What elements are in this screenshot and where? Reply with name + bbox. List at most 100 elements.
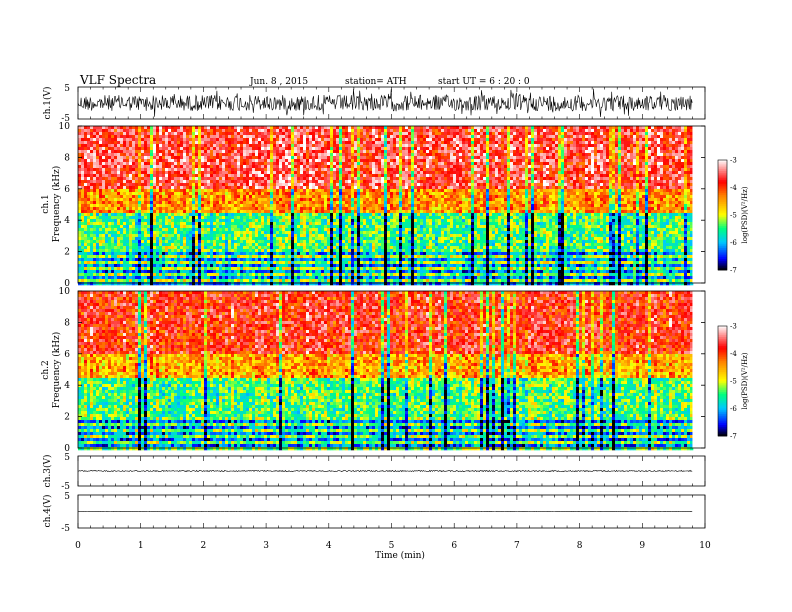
ch1-colorbar-segment [718,189,727,192]
ch2-colorbar-segment [718,351,727,354]
ch1-colorbar-segment [718,248,727,251]
ch3-waveform-ylabel: ch.3(V) [42,455,53,488]
ch2-colorbar-frame [717,325,728,437]
figure-title: VLF Spectra [79,73,156,87]
ch1-colorbar-segment [718,213,727,216]
ch2-colorbar-segment [718,386,727,389]
ch1-ytick-bottom: -5 [61,114,70,124]
ch1-ytick-top: 5 [64,84,70,94]
ch2-spec-ytick-4: 8 [64,318,70,328]
ch2-colorbar-segment [718,333,727,336]
ch1-colorbar-segment [718,204,727,207]
time-tick-7: 7 [514,541,520,551]
ch2-colorbar-segment [718,379,727,382]
ch2-colorbar-segment [718,344,727,347]
ch2-colorbar-segment [718,375,727,378]
ch2-colorbar-tick-4: -7 [730,433,737,441]
ch1-spectrogram-ylabel-frequency: Frequency (kHz) [51,166,62,243]
time-tick-5: 5 [389,541,395,551]
ch3-ytick-top: 5 [64,453,70,463]
ch1-colorbar-segment [718,268,727,271]
ch1-colorbar-segment [718,235,727,238]
ch1-colorbar-segment [718,237,727,240]
ch1-colorbar-segment [718,255,727,258]
station-label: station= ATH [345,77,407,87]
ch2-colorbar-segment [718,359,727,362]
ch1-colorbar-segment [718,226,727,229]
ch2-spec-ytick-3: 6 [64,350,70,360]
ch2-colorbar-segment [718,355,727,358]
ch2-colorbar-segment [718,395,727,398]
ch2-colorbar-segment [718,392,727,395]
time-tick-0: 0 [75,541,81,551]
ch2-spec-ytick-2: 4 [64,381,70,391]
ch2-colorbar-segment [718,397,727,400]
ch2-colorbar-segment [718,412,727,415]
ch1-colorbar-segment [718,266,727,269]
ch1-colorbar-segment [718,209,727,212]
ch1-colorbar-segment [718,218,727,221]
ch1-colorbar-segment [718,174,727,177]
ch1-colorbar-segment [718,167,727,170]
ch2-colorbar-segment [718,349,727,353]
ch2-colorbar-segment [718,419,727,422]
ch2-colorbar-segment [718,434,727,437]
ch2-colorbar-segment [718,370,727,373]
ch2-colorbar-segment [718,357,727,360]
ch2-colorbar-tick-2: -5 [730,378,737,386]
ch2-colorbar-segment [718,335,727,338]
ch2-colorbar-segment [718,373,727,376]
ch1-colorbar-segment [718,180,727,183]
ch1-colorbar-segment [718,242,727,245]
ch1-colorbar-tick-3: -6 [730,239,737,247]
ch2-spec-ytick-5: 10 [59,287,71,297]
ch2-colorbar-segment [718,430,727,433]
ch1-colorbar-tick-0: -3 [730,157,737,165]
ch2-colorbar-segment [718,384,727,387]
ch1-colorbar-segment [718,249,727,253]
time-axis: 0 1 2 3 4 5 6 7 8 9 10 [75,87,711,551]
ch2-colorbar-segment [718,428,727,431]
ch2-colorbar-segment [718,423,727,426]
ch2-colorbar: -3 -4 -5 -6 -7 log(PSD)(V²/Hz) [717,323,749,441]
ch1-colorbar-segment [718,231,727,234]
time-tick-2: 2 [201,541,207,551]
ch2-spectrogram-ylabel-frequency: Frequency (kHz) [51,332,62,409]
ch2-colorbar-segment [718,348,727,351]
ch4-waveform-ylabel: ch.4(V) [42,495,53,528]
ch2-colorbar-segment [718,353,727,356]
ch1-colorbar-segment [718,193,727,196]
ch1-colorbar-segment [718,171,727,174]
time-tick-8: 8 [577,541,583,551]
ch2-colorbar-segment [718,382,727,386]
ch1-colorbar-segment [718,222,727,225]
ch2-colorbar-segment [718,371,727,375]
ch1-colorbar-segment [718,240,727,243]
ch1-colorbar-segment [718,211,727,214]
ch2-spectrogram-frame [77,290,706,449]
ch2-colorbar-segment [718,337,727,340]
time-tick-1: 1 [138,541,144,551]
ch2-colorbar-segment [718,338,727,342]
ch2-colorbar-segment [718,364,727,367]
ch1-spec-ytick-2: 4 [64,216,70,226]
ch4-ytick-top: 5 [64,492,70,502]
ch1-colorbar-segment [718,161,727,165]
ch2-colorbar-label: log(PSD)(V²/Hz) [741,352,749,409]
start-time-label: start UT = 6 : 20 : 0 [438,77,530,87]
ch2-spec-ytick-0: 0 [64,444,70,454]
ch1-waveform-panel: 5 -5 ch.1(V) [42,84,706,124]
ch2-colorbar-segment [718,432,727,435]
ch1-colorbar-segment [718,202,727,205]
ch1-colorbar-segment [718,172,727,176]
ch2-spectrogram-panel: 0 2 4 6 8 10 ch.2 Frequency (kHz) -3 -4 -5 -6 -7 l… [41,287,749,454]
ch1-colorbar-segment [718,264,727,267]
ch2-colorbar-segment [718,406,727,409]
ch1-colorbar-segment [718,178,727,181]
ch1-spectrogram-ylabel-channel: ch.1 [41,194,51,213]
ch1-colorbar-segment [718,216,727,220]
ch2-colorbar-segment [718,410,727,413]
ch1-colorbar-segment [718,244,727,247]
ch1-spec-ytick-0: 0 [64,279,70,289]
